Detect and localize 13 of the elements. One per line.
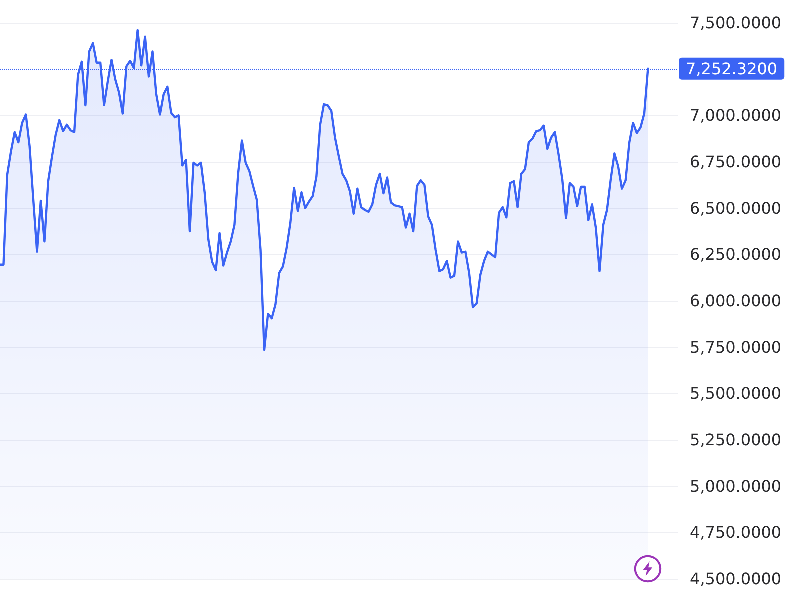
y-tick-label: 6,500.0000: [690, 198, 782, 218]
y-tick-label: 4,500.0000: [690, 570, 782, 588]
y-tick-label: 6,750.0000: [690, 152, 782, 172]
y-tick-label: 5,250.0000: [690, 430, 782, 450]
ref-line-label: 7,252.3200: [686, 59, 778, 78]
y-tick-label: 4,750.0000: [690, 523, 782, 542]
y-tick-label: 6,000.0000: [690, 292, 782, 310]
y-tick-label: 7,500.0000: [690, 14, 782, 32]
y-tick-label: 7,000.0000: [690, 106, 782, 126]
y-tick-label: 6,250.0000: [690, 245, 782, 264]
y-tick-label: 5,000.0000: [690, 476, 782, 496]
y-tick-label: 5,750.0000: [690, 338, 782, 357]
y-tick-label: 5,500.0000: [690, 384, 782, 404]
